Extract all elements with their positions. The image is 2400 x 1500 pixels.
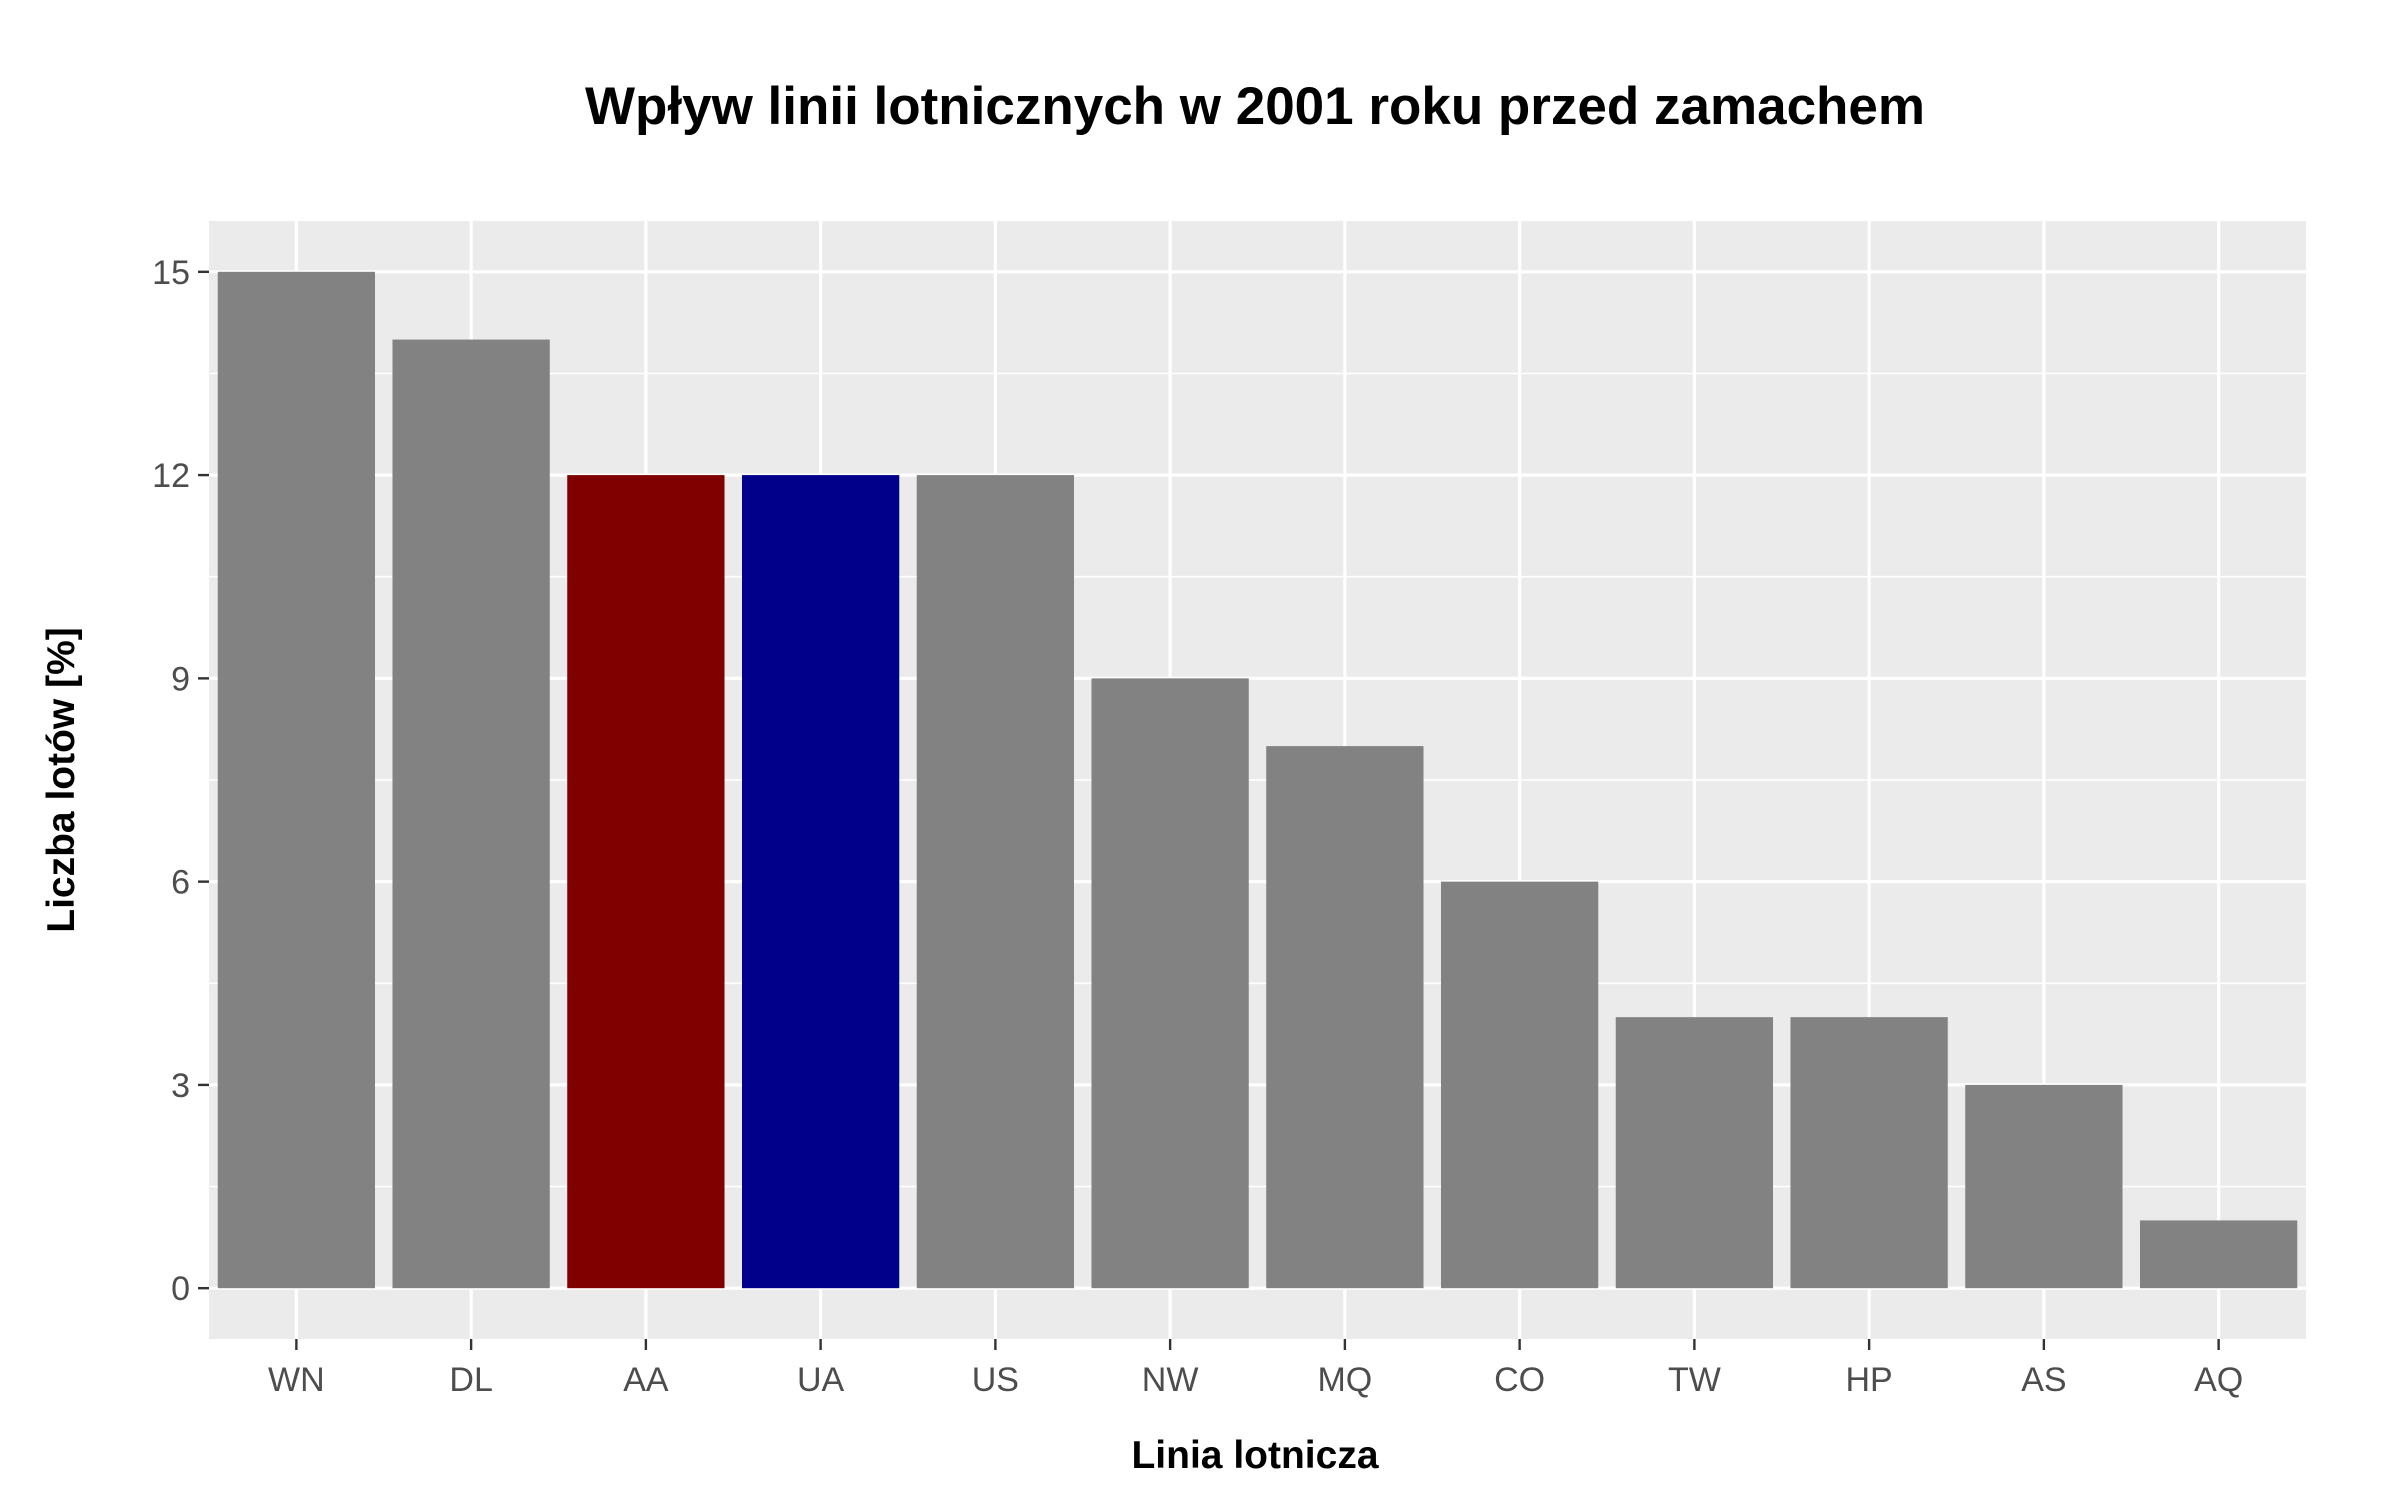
bar-hp	[1790, 1017, 1948, 1289]
x-tick-label: NW	[1142, 1361, 1199, 1399]
x-tick-label: AA	[623, 1361, 669, 1399]
x-tick-label: MQ	[1317, 1361, 1372, 1399]
x-tick-label: US	[972, 1361, 1019, 1399]
bar-dl	[392, 339, 550, 1289]
chart-title: Wpływ linii lotnicznych w 2001 roku prze…	[585, 77, 1925, 136]
x-tick-label: TW	[1668, 1361, 1721, 1399]
y-tick-label: 12	[152, 457, 190, 495]
bar-ua	[741, 475, 900, 1289]
y-axis-title: Liczba lotów [%]	[40, 627, 83, 933]
y-tick-label: 6	[171, 864, 190, 902]
x-tick-label: CO	[1494, 1361, 1545, 1399]
bar-mq	[1266, 746, 1424, 1289]
x-axis-title: Linia lotnicza	[1131, 1434, 1378, 1477]
bar-us	[916, 475, 1075, 1289]
bar-aq	[2139, 1220, 2298, 1289]
x-tick-label: WN	[268, 1361, 325, 1399]
x-tick-label: UA	[797, 1361, 845, 1399]
bar-tw	[1615, 1017, 1774, 1289]
bar-co	[1440, 881, 1599, 1289]
bars	[217, 271, 2298, 1289]
x-tick-label: HP	[1846, 1361, 1893, 1399]
bar-as	[1965, 1084, 2123, 1289]
minor-gridlines	[209, 372, 2306, 1188]
y-tick-label: 0	[171, 1270, 190, 1308]
x-tick-label: AQ	[2194, 1361, 2243, 1399]
bar-aa	[567, 475, 725, 1289]
x-tick-label: DL	[449, 1361, 492, 1399]
y-tick-label: 3	[171, 1067, 190, 1105]
x-tick-label: AS	[2021, 1361, 2066, 1399]
bar-wn	[217, 271, 376, 1289]
x-axis: WN DL AA UA US NW MQ CO TW HP AS AQ	[268, 1339, 2243, 1399]
bar-nw	[1091, 678, 1249, 1289]
y-tick-label: 9	[171, 660, 190, 698]
y-tick-label: 15	[152, 254, 190, 292]
y-axis: 0 3 6 9 12 15	[152, 254, 209, 1308]
